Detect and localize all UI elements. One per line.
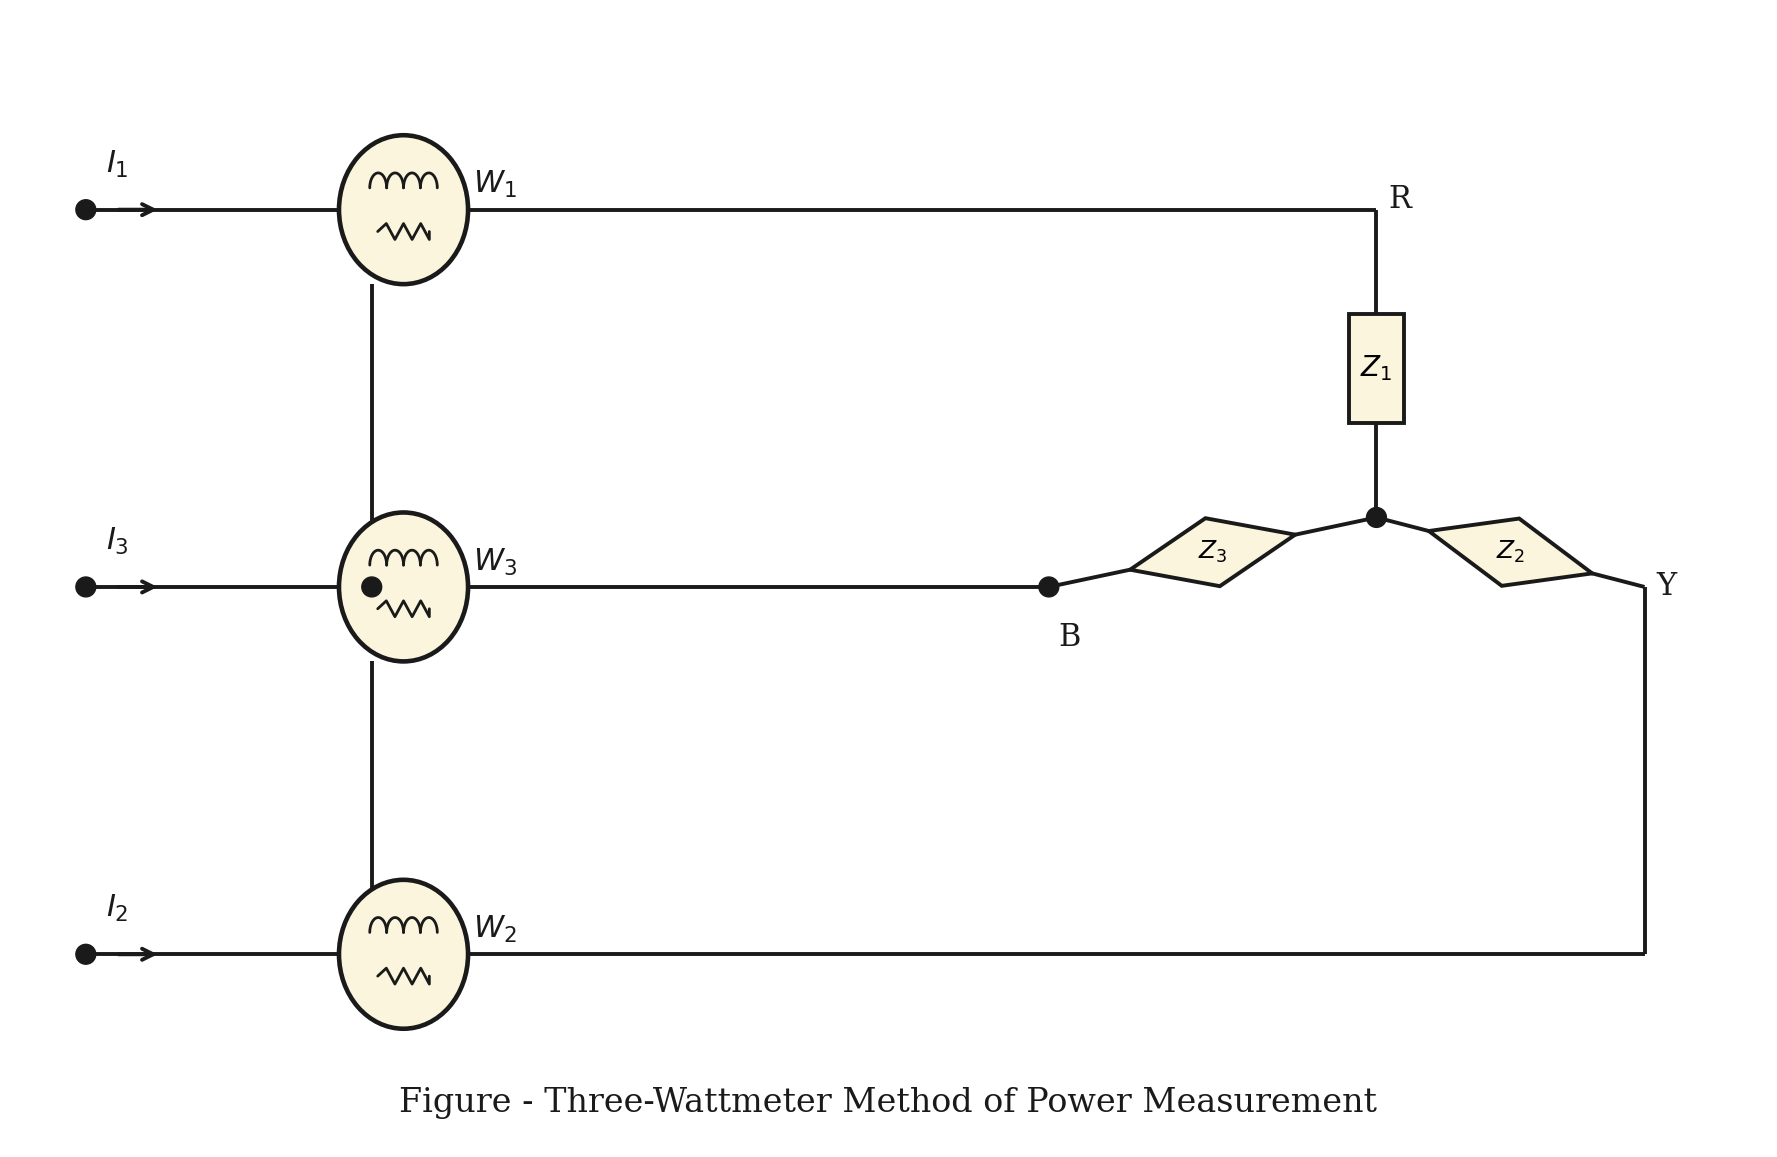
Text: $k$: $k$ (341, 563, 359, 590)
Text: $W_1$: $W_1$ (473, 169, 517, 200)
Ellipse shape (339, 879, 467, 1029)
Circle shape (76, 944, 96, 964)
Circle shape (1367, 508, 1386, 528)
Ellipse shape (339, 135, 467, 285)
Text: Y: Y (1656, 572, 1676, 603)
Text: Figure - Three-Wattmeter Method of Power Measurement: Figure - Three-Wattmeter Method of Power… (400, 1088, 1377, 1119)
Text: R: R (1388, 184, 1411, 215)
Text: $Z_{3}$: $Z_{3}$ (1198, 539, 1228, 566)
Circle shape (76, 200, 96, 220)
Circle shape (1040, 577, 1059, 597)
Polygon shape (1130, 518, 1295, 587)
Text: $W_2$: $W_2$ (473, 914, 517, 945)
Text: $Z_{1}$: $Z_{1}$ (1361, 354, 1393, 383)
Text: $I_1$: $I_1$ (105, 149, 128, 179)
Text: $I_3$: $I_3$ (105, 526, 128, 558)
Text: B: B (1059, 621, 1080, 653)
Bar (1349, 314, 1404, 423)
Circle shape (76, 577, 96, 597)
Circle shape (363, 577, 382, 597)
Text: $I_2$: $I_2$ (105, 893, 128, 924)
Text: $W_3$: $W_3$ (473, 546, 517, 577)
Ellipse shape (339, 513, 467, 662)
Text: $Z_{2}$: $Z_{2}$ (1496, 539, 1525, 566)
Polygon shape (1429, 518, 1592, 585)
